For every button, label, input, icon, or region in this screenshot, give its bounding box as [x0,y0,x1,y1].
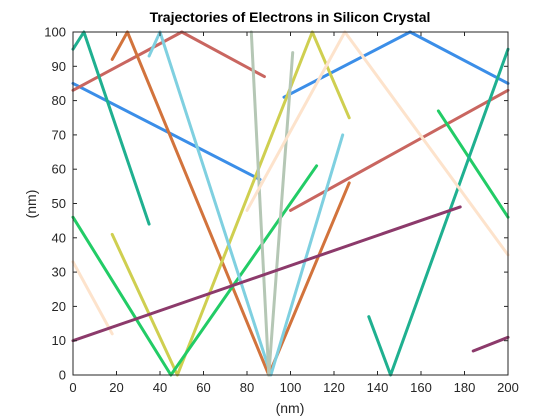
y-axis-label: (nm) [23,190,39,219]
y-tick-label: 90 [52,59,66,74]
x-tick-label: 100 [280,380,302,395]
trajectory-4-segment-1 [110,30,351,377]
x-tick-label: 180 [454,380,476,395]
trajectory-9-segment-1 [71,260,114,336]
x-tick-label: 80 [240,380,254,395]
y-tick-label: 60 [52,162,66,177]
x-axis-label: (nm) [276,400,305,416]
x-tick-label: 120 [323,380,345,395]
y-tick-label: 10 [52,333,66,348]
y-tick-label: 80 [52,93,66,108]
x-tick-label: 20 [109,380,123,395]
y-axis-ticks: 0 10 20 30 40 50 60 70 80 90 100 [44,25,508,383]
x-tick-label: 140 [367,380,389,395]
chart-title: Trajectories of Electrons in Silicon Cry… [150,9,431,25]
x-tick-label: 160 [410,380,432,395]
trajectory-5-segment-2 [436,109,510,219]
y-tick-label: 20 [52,299,66,314]
trajectory-10-segment-1 [71,205,462,343]
trajectory-1-segment-1 [71,81,262,181]
x-tick-label: 200 [497,380,519,395]
y-tick-label: 70 [52,127,66,142]
y-tick-label: 50 [52,196,66,211]
y-tick-label: 30 [52,265,66,280]
x-tick-label: 0 [69,380,76,395]
trajectory-10-segment-2 [471,335,510,353]
trajectory-7-segment-1 [147,30,345,377]
y-tick-label: 40 [52,230,66,245]
x-axis-ticks: 0 20 40 60 80 100 120 140 160 180 200 [69,32,519,395]
x-tick-label: 60 [196,380,210,395]
y-tick-label: 0 [59,368,66,383]
trajectory-3-segment-1 [110,30,351,377]
x-tick-label: 40 [153,380,167,395]
y-tick-label: 100 [44,25,66,40]
